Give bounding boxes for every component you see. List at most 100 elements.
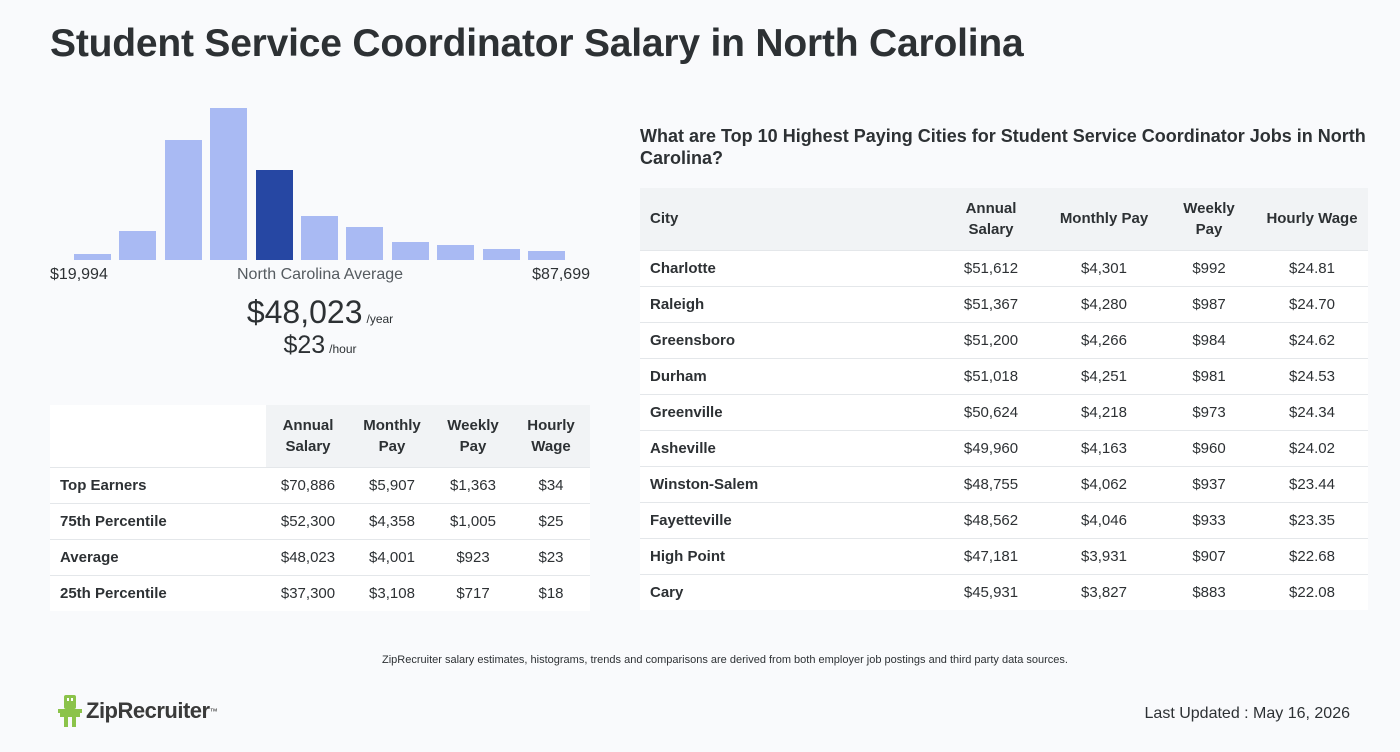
ziprecruiter-mascot-icon xyxy=(58,695,82,727)
city-name: Raleigh xyxy=(640,285,936,322)
histogram-bar xyxy=(74,254,111,260)
city-name: Fayetteville xyxy=(640,501,936,538)
table-cell: $50,624 xyxy=(936,393,1046,430)
city-name: Winston-Salem xyxy=(640,465,936,502)
city-table-heading: What are Top 10 Highest Paying Cities fo… xyxy=(640,126,1366,168)
ziprecruiter-logo[interactable]: ZipRecruiter ™ xyxy=(58,695,218,727)
top-cities-table: City Annual Salary Monthly Pay Weekly Pa… xyxy=(640,188,1368,610)
city-name: Greensboro xyxy=(640,321,936,358)
histogram-bar xyxy=(482,249,520,260)
table-cell: $717 xyxy=(434,574,512,611)
histogram-average-label: North Carolina Average xyxy=(237,266,404,283)
histogram-bar xyxy=(391,242,429,260)
table-cell: $25 xyxy=(512,502,590,539)
histogram-bar xyxy=(346,227,384,260)
table-cell: $24.81 xyxy=(1256,249,1368,286)
table-row: Asheville $49,960 $4,163 $960 $24.02 xyxy=(640,429,1368,466)
histogram-bar xyxy=(210,108,248,260)
table-cell: $23 xyxy=(512,538,590,575)
table-header: Monthly Pay xyxy=(1046,188,1162,250)
last-updated-date: Last Updated : May 16, 2026 xyxy=(1144,705,1350,722)
city-name: Durham xyxy=(640,357,936,394)
table-cell: $960 xyxy=(1162,429,1256,466)
annual-salary-value: $48,023 xyxy=(246,294,363,330)
histogram-bar xyxy=(255,170,293,260)
table-cell: $23.35 xyxy=(1256,501,1368,538)
table-cell: $1,363 xyxy=(434,466,512,503)
city-name: Greenville xyxy=(640,393,936,430)
table-cell: $51,200 xyxy=(936,321,1046,358)
table-cell: $51,018 xyxy=(936,357,1046,394)
salary-histogram xyxy=(50,90,590,260)
table-row: Durham $51,018 $4,251 $981 $24.53 xyxy=(640,357,1368,394)
average-hourly-wage: $23/hour xyxy=(0,331,640,360)
city-name: Charlotte xyxy=(640,249,936,286)
page-title: Student Service Coordinator Salary in No… xyxy=(50,22,1024,65)
table-row: Raleigh $51,367 $4,280 $987 $24.70 xyxy=(640,285,1368,322)
histogram-bar xyxy=(119,231,157,260)
row-label: Top Earners xyxy=(50,466,266,503)
table-cell: $52,300 xyxy=(266,502,350,539)
table-cell: $907 xyxy=(1162,537,1256,574)
hourly-unit: /hour xyxy=(329,342,357,356)
histogram-bar xyxy=(437,245,475,260)
table-cell: $5,907 xyxy=(350,466,434,503)
table-row: Top Earners $70,886 $5,907 $1,363 $34 xyxy=(50,466,590,503)
table-cell: $3,108 xyxy=(350,574,434,611)
table-cell: $22.68 xyxy=(1256,537,1368,574)
table-cell: $981 xyxy=(1162,357,1256,394)
table-header: Annual Salary xyxy=(936,188,1046,250)
table-cell: $18 xyxy=(512,574,590,611)
table-cell: $51,367 xyxy=(936,285,1046,322)
table-cell: $4,280 xyxy=(1046,285,1162,322)
percentile-salary-table: Annual Salary Monthly Pay Weekly Pay Hou… xyxy=(50,405,590,611)
table-cell: $4,218 xyxy=(1046,393,1162,430)
table-cell: $883 xyxy=(1162,573,1256,610)
table-cell: $984 xyxy=(1162,321,1256,358)
table-header: Monthly Pay xyxy=(350,405,434,467)
annual-unit: /year xyxy=(366,312,394,326)
row-label: 75th Percentile xyxy=(50,502,266,539)
table-cell: $937 xyxy=(1162,465,1256,502)
table-row: Average $48,023 $4,001 $923 $23 xyxy=(50,538,590,575)
histogram-bar xyxy=(528,251,565,260)
logo-wordmark: ZipRecruiter xyxy=(86,698,210,723)
table-cell: $24.02 xyxy=(1256,429,1368,466)
table-row: Cary $45,931 $3,827 $883 $22.08 xyxy=(640,573,1368,610)
table-row: Greenville $50,624 $4,218 $973 $24.34 xyxy=(640,393,1368,430)
table-header: Hourly Wage xyxy=(1256,188,1368,250)
table-cell: $70,886 xyxy=(266,466,350,503)
table-cell: $4,046 xyxy=(1046,501,1162,538)
table-cell: $4,001 xyxy=(350,538,434,575)
row-label: Average xyxy=(50,538,266,575)
table-cell: $49,960 xyxy=(936,429,1046,466)
table-cell: $4,266 xyxy=(1046,321,1162,358)
trademark-symbol: ™ xyxy=(209,706,218,716)
table-header-row: Annual Salary Monthly Pay Weekly Pay Hou… xyxy=(50,405,590,467)
table-cell: $37,300 xyxy=(266,574,350,611)
table-cell: $24.62 xyxy=(1256,321,1368,358)
table-row: High Point $47,181 $3,931 $907 $22.68 xyxy=(640,537,1368,574)
table-cell: $4,358 xyxy=(350,502,434,539)
city-name: High Point xyxy=(640,537,936,574)
table-row: Winston-Salem $48,755 $4,062 $937 $23.44 xyxy=(640,465,1368,502)
table-cell: $45,931 xyxy=(936,573,1046,610)
table-cell: $4,062 xyxy=(1046,465,1162,502)
table-cell: $4,301 xyxy=(1046,249,1162,286)
city-name: Asheville xyxy=(640,429,936,466)
city-name: Cary xyxy=(640,573,936,610)
table-cell: $48,023 xyxy=(266,538,350,575)
table-cell: $24.34 xyxy=(1256,393,1368,430)
table-cell: $992 xyxy=(1162,249,1256,286)
table-cell: $4,251 xyxy=(1046,357,1162,394)
table-cell: $1,005 xyxy=(434,502,512,539)
table-header: Weekly Pay xyxy=(1162,188,1256,250)
table-cell: $51,612 xyxy=(936,249,1046,286)
table-cell: $4,163 xyxy=(1046,429,1162,466)
row-label: 25th Percentile xyxy=(50,574,266,611)
histogram-min-label: $19,994 xyxy=(50,266,108,283)
table-row: Fayetteville $48,562 $4,046 $933 $23.35 xyxy=(640,501,1368,538)
table-cell: $23.44 xyxy=(1256,465,1368,502)
table-cell: $24.70 xyxy=(1256,285,1368,322)
histogram-max-label: $87,699 xyxy=(532,266,590,283)
